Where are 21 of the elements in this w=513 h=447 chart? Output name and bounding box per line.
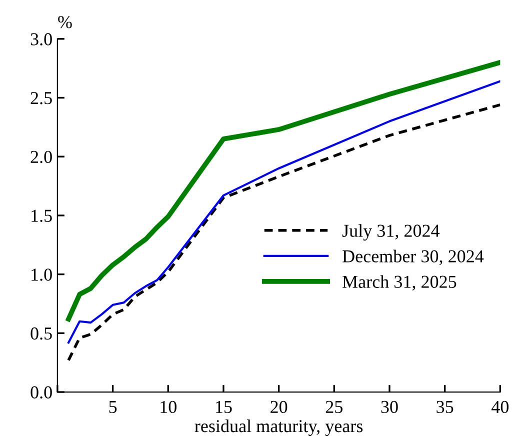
y-tick-label: 2.5 bbox=[30, 92, 52, 104]
legend-label: July 31, 2024 bbox=[342, 224, 440, 241]
x-tick-label: 30 bbox=[381, 400, 398, 414]
y-tick-label: 0.0 bbox=[30, 386, 52, 399]
legend-label: March 31, 2025 bbox=[342, 275, 456, 291]
y-tick-label: 0.5 bbox=[30, 327, 52, 340]
y-axis-title: % bbox=[58, 16, 72, 28]
x-tick-label: 25 bbox=[326, 400, 342, 414]
x-tick-label: 10 bbox=[160, 400, 176, 414]
x-tick-label: 15 bbox=[216, 400, 232, 414]
y-tick-label: 1.0 bbox=[32, 268, 52, 281]
x-tick-label: 35 bbox=[436, 400, 454, 414]
x-tick-label: 20 bbox=[270, 400, 288, 414]
line-series bbox=[66, 60, 500, 322]
y-tick-label: 2.0 bbox=[30, 150, 52, 164]
y-tick-label: 1.5 bbox=[32, 210, 52, 222]
legend-label: December 30, 2024 bbox=[342, 250, 484, 266]
x-axis-title: residual maturity, years bbox=[194, 420, 363, 436]
x-tick-label: 40 bbox=[492, 400, 509, 414]
y-tick-label: 3.0 bbox=[30, 33, 52, 46]
x-tick-label: 5 bbox=[109, 401, 117, 414]
